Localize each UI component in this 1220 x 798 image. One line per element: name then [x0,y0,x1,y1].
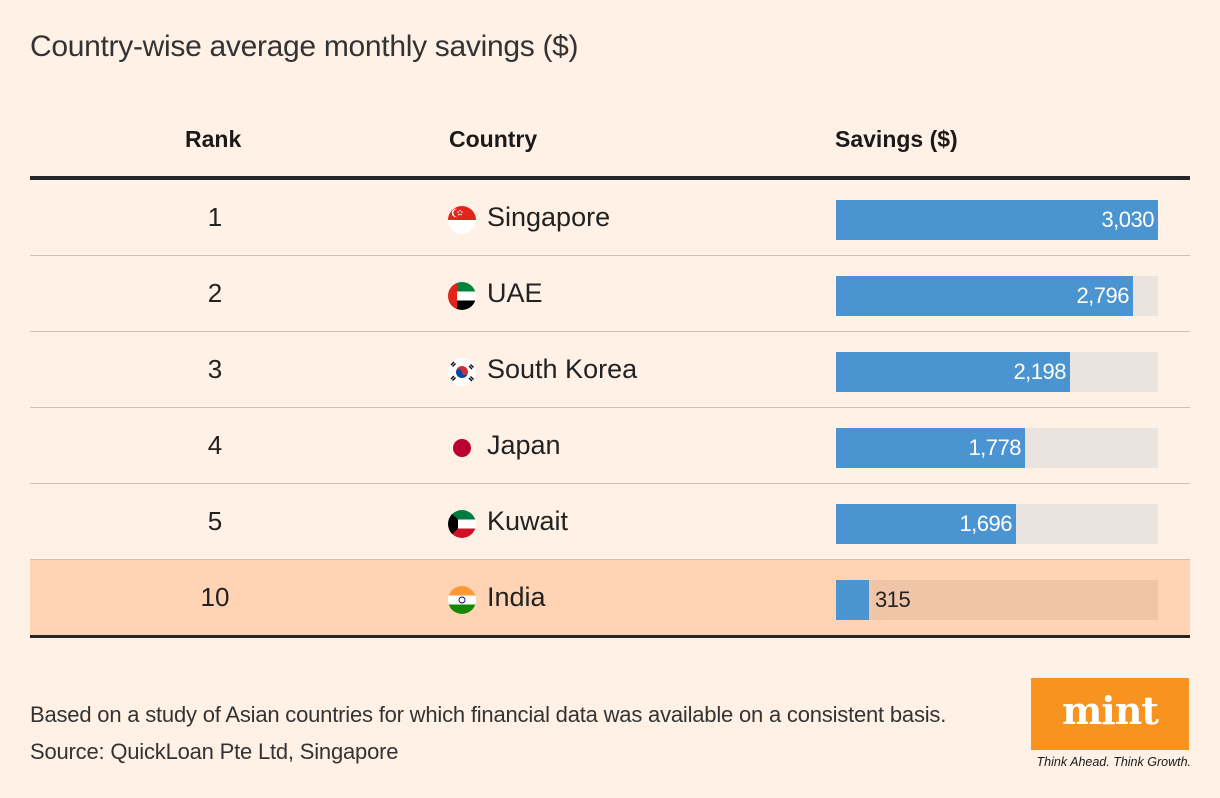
uae-flag-icon [448,282,476,310]
savings-table: Rank Country Savings ($) 1 Singapore 3,030… [30,110,1190,638]
bar-value-label: 315 [875,587,911,612]
table-row: 10 India 315 [30,560,1190,635]
bar-value-label: 3,030 [1101,207,1154,232]
savings-bar [836,504,1016,544]
rank-cell: 3 [207,354,223,384]
country-cell: Japan [487,430,561,460]
savings-bar [836,352,1070,392]
bar-track: 2,796 [836,276,1158,316]
rank-cell: 5 [207,506,223,536]
rank-cell: 4 [207,430,223,460]
table-row: 2 UAE 2,796 [30,256,1190,332]
rank-cell: 10 [200,582,230,612]
bar-track: 1,696 [836,504,1158,544]
table-row: 5 Kuwait 1,696 [30,484,1190,560]
country-cell: South Korea [487,354,638,384]
bar-value-label: 2,796 [1076,283,1129,308]
rank-cell: 2 [207,278,223,308]
bar-track: 315 [836,580,1158,620]
savings-bar [836,276,1133,316]
table-row: 3 South Korea 2,198 [30,332,1190,408]
country-cell: India [487,582,546,612]
kuwait-flag-icon [448,510,476,538]
savings-bar [836,428,1025,468]
japan-flag-icon [448,434,476,462]
bar-track: 1,778 [836,428,1158,468]
mint-logo: mint [1031,678,1189,750]
bar-value-label: 1,778 [968,435,1021,460]
bar-value-label: 2,198 [1013,359,1066,384]
india-flag-icon [448,586,476,614]
table-bottom-border [30,635,1190,638]
rank-cell: 1 [207,202,223,232]
country-cell: UAE [487,278,543,308]
savings-column-header: Savings ($) [835,126,958,152]
country-cell: Kuwait [487,506,569,536]
logo-tagline: Think Ahead. Think Growth. [1036,755,1191,769]
source-note: Source: QuickLoan Pte Ltd, Singapore [30,739,399,764]
table-row: 1 Singapore 3,030 [30,180,1190,256]
table-row: 4 Japan 1,778 [30,408,1190,484]
table-header: Rank Country Savings ($) [30,110,1190,180]
chart-title: Country-wise average monthly savings ($) [30,30,579,63]
bar-value-label: 1,696 [959,511,1012,536]
savings-bar [836,200,1158,240]
bar-track: 2,198 [836,352,1158,392]
table-body: 1 Singapore 3,030 2 UAE 2,796 3 South Korea 2,19… [30,180,1190,635]
singapore-flag-icon [448,206,476,234]
savings-bar [836,580,869,620]
country-column-header: Country [449,126,538,152]
south-korea-flag-icon [448,358,476,386]
rank-column-header: Rank [185,126,242,152]
footnote: Based on a study of Asian countries for … [30,702,947,727]
logo-wordmark: mint [1062,688,1159,733]
country-cell: Singapore [487,202,611,232]
bar-track: 3,030 [836,200,1158,240]
